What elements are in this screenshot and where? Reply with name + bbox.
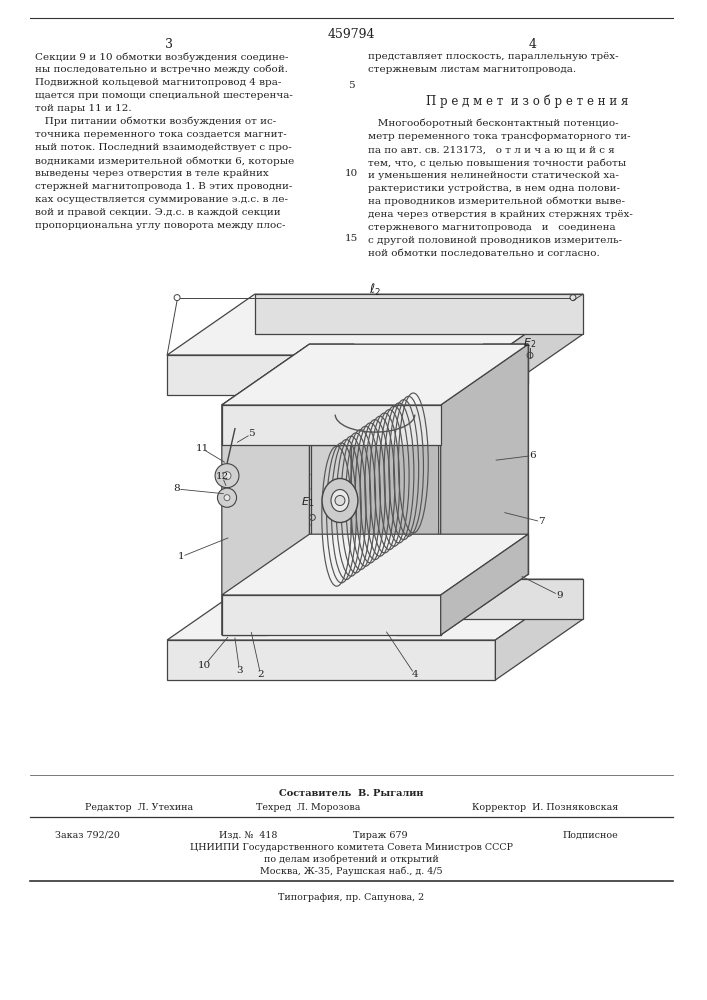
Text: водниками измерительной обмотки 6, которые: водниками измерительной обмотки 6, котор… — [35, 156, 294, 165]
Text: 7: 7 — [539, 517, 545, 526]
Polygon shape — [222, 344, 528, 405]
Text: При питании обмотки возбуждения от ис-: При питании обмотки возбуждения от ис- — [35, 117, 276, 126]
Text: па по авт. св. 213173,   о т л и ч а ю щ и й с я: па по авт. св. 213173, о т л и ч а ю щ и… — [368, 145, 615, 154]
Text: 459794: 459794 — [327, 28, 375, 41]
Text: 12: 12 — [216, 472, 228, 481]
Circle shape — [218, 488, 237, 507]
Text: щается при помощи специальной шестеренча-: щается при помощи специальной шестеренча… — [35, 91, 293, 100]
Polygon shape — [167, 355, 496, 395]
Text: $E_1$: $E_1$ — [300, 495, 314, 509]
Polygon shape — [484, 344, 528, 574]
Text: 4: 4 — [411, 670, 418, 679]
Text: Секции 9 и 10 обмотки возбуждения соедине-: Секции 9 и 10 обмотки возбуждения соедин… — [35, 52, 288, 62]
Text: вой и правой секции. Э.д.с. в каждой секции: вой и правой секции. Э.д.с. в каждой сек… — [35, 208, 281, 217]
Text: Тираж 679: Тираж 679 — [353, 831, 408, 840]
Text: 3: 3 — [165, 38, 173, 51]
Polygon shape — [310, 534, 528, 574]
Polygon shape — [396, 405, 440, 635]
Ellipse shape — [322, 479, 358, 522]
Text: Многооборотный бесконтактный потенцио-: Многооборотный бесконтактный потенцио- — [368, 119, 619, 128]
Polygon shape — [354, 384, 484, 534]
Circle shape — [215, 464, 239, 488]
Text: 5: 5 — [249, 429, 255, 438]
Text: с другой половиной проводников измеритель-: с другой половиной проводников измерител… — [368, 236, 622, 245]
Polygon shape — [222, 344, 354, 405]
Text: выведены через отверстия в теле крайних: выведены через отверстия в теле крайних — [35, 169, 269, 178]
Text: Подписное: Подписное — [563, 831, 619, 840]
Text: 3: 3 — [236, 666, 243, 675]
Polygon shape — [440, 344, 528, 635]
Text: представляет плоскость, параллельную трёх-: представляет плоскость, параллельную трё… — [368, 52, 619, 61]
Polygon shape — [222, 405, 440, 445]
Text: дена через отверстия в крайних стержнях трёх-: дена через отверстия в крайних стержнях … — [368, 210, 633, 219]
Text: П р е д м е т  и з о б р е т е н и я: П р е д м е т и з о б р е т е н и я — [426, 94, 629, 107]
Text: по делам изобретений и открытий: по делам изобретений и открытий — [264, 855, 438, 864]
Polygon shape — [167, 294, 583, 355]
Polygon shape — [351, 384, 438, 595]
Polygon shape — [222, 405, 267, 635]
Text: 6: 6 — [530, 451, 537, 460]
Text: Редактор  Л. Утехина: Редактор Л. Утехина — [85, 803, 193, 812]
Polygon shape — [222, 344, 310, 635]
Text: Подвижной кольцевой магнитопровод 4 вра-: Подвижной кольцевой магнитопровод 4 вра- — [35, 78, 281, 87]
Text: $\ell_2$: $\ell_2$ — [369, 282, 381, 298]
Text: Изд. №  418: Изд. № 418 — [219, 831, 277, 840]
Text: и уменьшения нелинейности статической ха-: и уменьшения нелинейности статической ха… — [368, 171, 619, 180]
Polygon shape — [311, 445, 351, 595]
Ellipse shape — [331, 489, 349, 512]
Text: 10: 10 — [344, 169, 358, 178]
Polygon shape — [255, 294, 583, 334]
Text: Типография, пр. Сапунова, 2: Типография, пр. Сапунова, 2 — [278, 893, 424, 902]
Text: стержней магнитопровода 1. В этих проводни-: стержней магнитопровода 1. В этих провод… — [35, 182, 292, 191]
Polygon shape — [222, 534, 528, 595]
Text: 11: 11 — [196, 444, 209, 453]
Text: 2: 2 — [257, 670, 264, 679]
Text: 4: 4 — [528, 38, 536, 51]
Text: ной обмотки последовательно и согласно.: ной обмотки последовательно и согласно. — [368, 249, 600, 258]
Polygon shape — [310, 344, 528, 384]
Text: стержневого магнитопровода   и   соединена: стержневого магнитопровода и соединена — [368, 223, 616, 232]
Polygon shape — [222, 595, 440, 635]
Text: ны последовательно и встречно между собой.: ны последовательно и встречно между собо… — [35, 65, 288, 75]
Text: рактеристики устройства, в нем одна полови-: рактеристики устройства, в нем одна поло… — [368, 184, 620, 193]
Polygon shape — [396, 344, 528, 405]
Polygon shape — [496, 579, 583, 680]
Text: стержневым листам магнитопровода.: стержневым листам магнитопровода. — [368, 65, 576, 74]
Text: 10: 10 — [198, 661, 211, 670]
Text: тем, что, с целью повышения точности работы: тем, что, с целью повышения точности раб… — [368, 158, 626, 167]
Text: 5: 5 — [348, 81, 354, 90]
Text: Корректор  И. Позняковская: Корректор И. Позняковская — [472, 803, 619, 812]
Circle shape — [224, 495, 230, 501]
Text: 8: 8 — [173, 484, 180, 493]
Circle shape — [335, 495, 345, 506]
Text: $E_2$: $E_2$ — [523, 336, 537, 350]
Polygon shape — [167, 640, 496, 680]
Text: ЦНИИПИ Государственного комитета Совета Министров СССР: ЦНИИПИ Государственного комитета Совета … — [189, 843, 513, 852]
Text: 9: 9 — [556, 591, 563, 600]
Text: ках осуществляется суммирование э.д.с. в ле-: ках осуществляется суммирование э.д.с. в… — [35, 195, 288, 204]
Text: Заказ 792/20: Заказ 792/20 — [54, 831, 119, 840]
Text: ный поток. Последний взаимодействует с про-: ный поток. Последний взаимодействует с п… — [35, 143, 291, 152]
Text: на проводников измерительной обмотки выве-: на проводников измерительной обмотки выв… — [368, 197, 625, 207]
Polygon shape — [310, 344, 354, 574]
Text: Москва, Ж-35, Раушская наб., д. 4/5: Москва, Ж-35, Раушская наб., д. 4/5 — [260, 867, 443, 876]
Text: той пары 11 и 12.: той пары 11 и 12. — [35, 104, 132, 113]
Polygon shape — [496, 294, 583, 395]
Text: 1: 1 — [177, 552, 184, 561]
Polygon shape — [167, 579, 583, 640]
Text: пропорциональна углу поворота между плос-: пропорциональна углу поворота между плос… — [35, 221, 286, 230]
Text: 15: 15 — [344, 234, 358, 243]
Polygon shape — [311, 384, 438, 445]
Polygon shape — [255, 579, 583, 619]
Text: точника переменного тока создается магнит-: точника переменного тока создается магни… — [35, 130, 286, 139]
Polygon shape — [440, 534, 528, 635]
Circle shape — [223, 472, 231, 480]
Text: метр переменного тока трансформаторного ти-: метр переменного тока трансформаторного … — [368, 132, 631, 141]
Text: Техред  Л. Морозова: Техред Л. Морозова — [256, 803, 361, 812]
Text: Составитель  В. Рыгалин: Составитель В. Рыгалин — [279, 789, 423, 798]
